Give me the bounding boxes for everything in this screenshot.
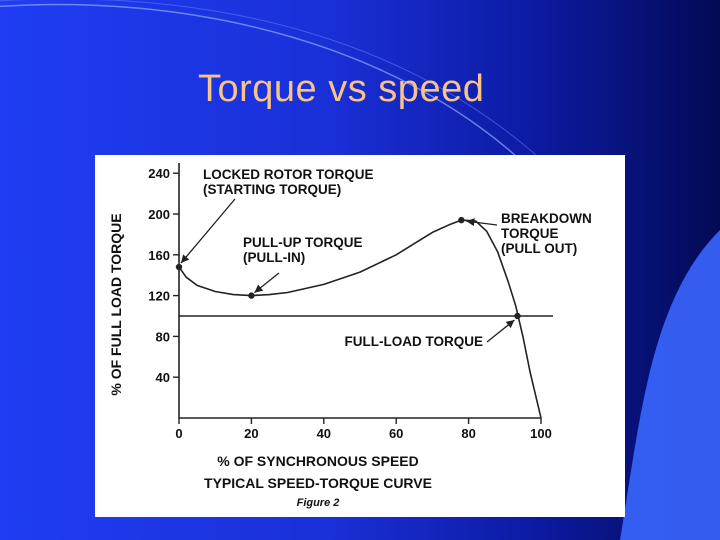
x-tick-label: 80 <box>461 426 475 441</box>
x-tick-label: 0 <box>175 426 182 441</box>
arc-top-2 <box>0 0 601 221</box>
y-tick-label: 160 <box>148 248 170 263</box>
x-tick-label: 100 <box>530 426 552 441</box>
speed-torque-chart: 40 80 120 160 200 240 0 20 40 60 80 100 LOCKED ROTO… <box>108 163 592 509</box>
annotation-arrowhead <box>505 320 515 329</box>
data-point <box>175 263 183 271</box>
arc-top <box>0 3 561 201</box>
data-point <box>514 312 521 320</box>
y-tick-label: 40 <box>156 370 170 385</box>
annotation-text: (PULL-IN) <box>243 250 305 265</box>
annotation-arrowhead <box>254 284 264 293</box>
annotation-arrowhead <box>181 254 190 264</box>
annotation-text: PULL-UP TORQUE <box>243 235 363 250</box>
y-tick-label: 240 <box>148 166 170 181</box>
annotation-arrowhead <box>466 218 475 227</box>
chart-title: TYPICAL SPEED-TORQUE CURVE <box>204 475 432 491</box>
annotation-text: TORQUE <box>501 226 559 241</box>
annotation-text: (STARTING TORQUE) <box>203 182 341 197</box>
x-axis-label: % OF SYNCHRONOUS SPEED <box>217 453 418 469</box>
x-tick-label: 60 <box>389 426 403 441</box>
y-tick-label: 80 <box>156 329 170 344</box>
x-tick-label: 20 <box>244 426 258 441</box>
right-wave <box>620 230 720 540</box>
chart-image: 40 80 120 160 200 240 0 20 40 60 80 100 LOCKED ROTO… <box>95 155 625 517</box>
torque-curve <box>178 219 542 419</box>
y-axis-label: % OF FULL LOAD TORQUE <box>108 213 124 395</box>
slide-title: Torque vs speed <box>198 68 485 110</box>
y-tick-label: 120 <box>148 289 170 304</box>
annotation-text: (PULL OUT) <box>501 241 577 256</box>
data-point <box>458 216 465 224</box>
x-tick-label: 40 <box>317 426 331 441</box>
marked-points <box>175 216 521 320</box>
data-point <box>248 292 255 299</box>
annotation-text: FULL-LOAD TORQUE <box>345 334 484 349</box>
series-line <box>178 219 542 419</box>
chart-labels: % OF SYNCHRONOUS SPEED % OF FULL LOAD TOR… <box>108 213 432 509</box>
annotation-arrow <box>180 198 236 264</box>
axes: 40 80 120 160 200 240 0 20 40 60 80 100 <box>148 163 552 441</box>
figure-caption: Figure 2 <box>297 497 340 509</box>
annotation-text: LOCKED ROTOR TORQUE <box>203 167 374 182</box>
y-tick-label: 200 <box>148 207 170 222</box>
annotations: LOCKED ROTOR TORQUE(STARTING TORQUE) PULL… <box>180 167 592 349</box>
annotation-text: BREAKDOWN <box>501 211 592 226</box>
